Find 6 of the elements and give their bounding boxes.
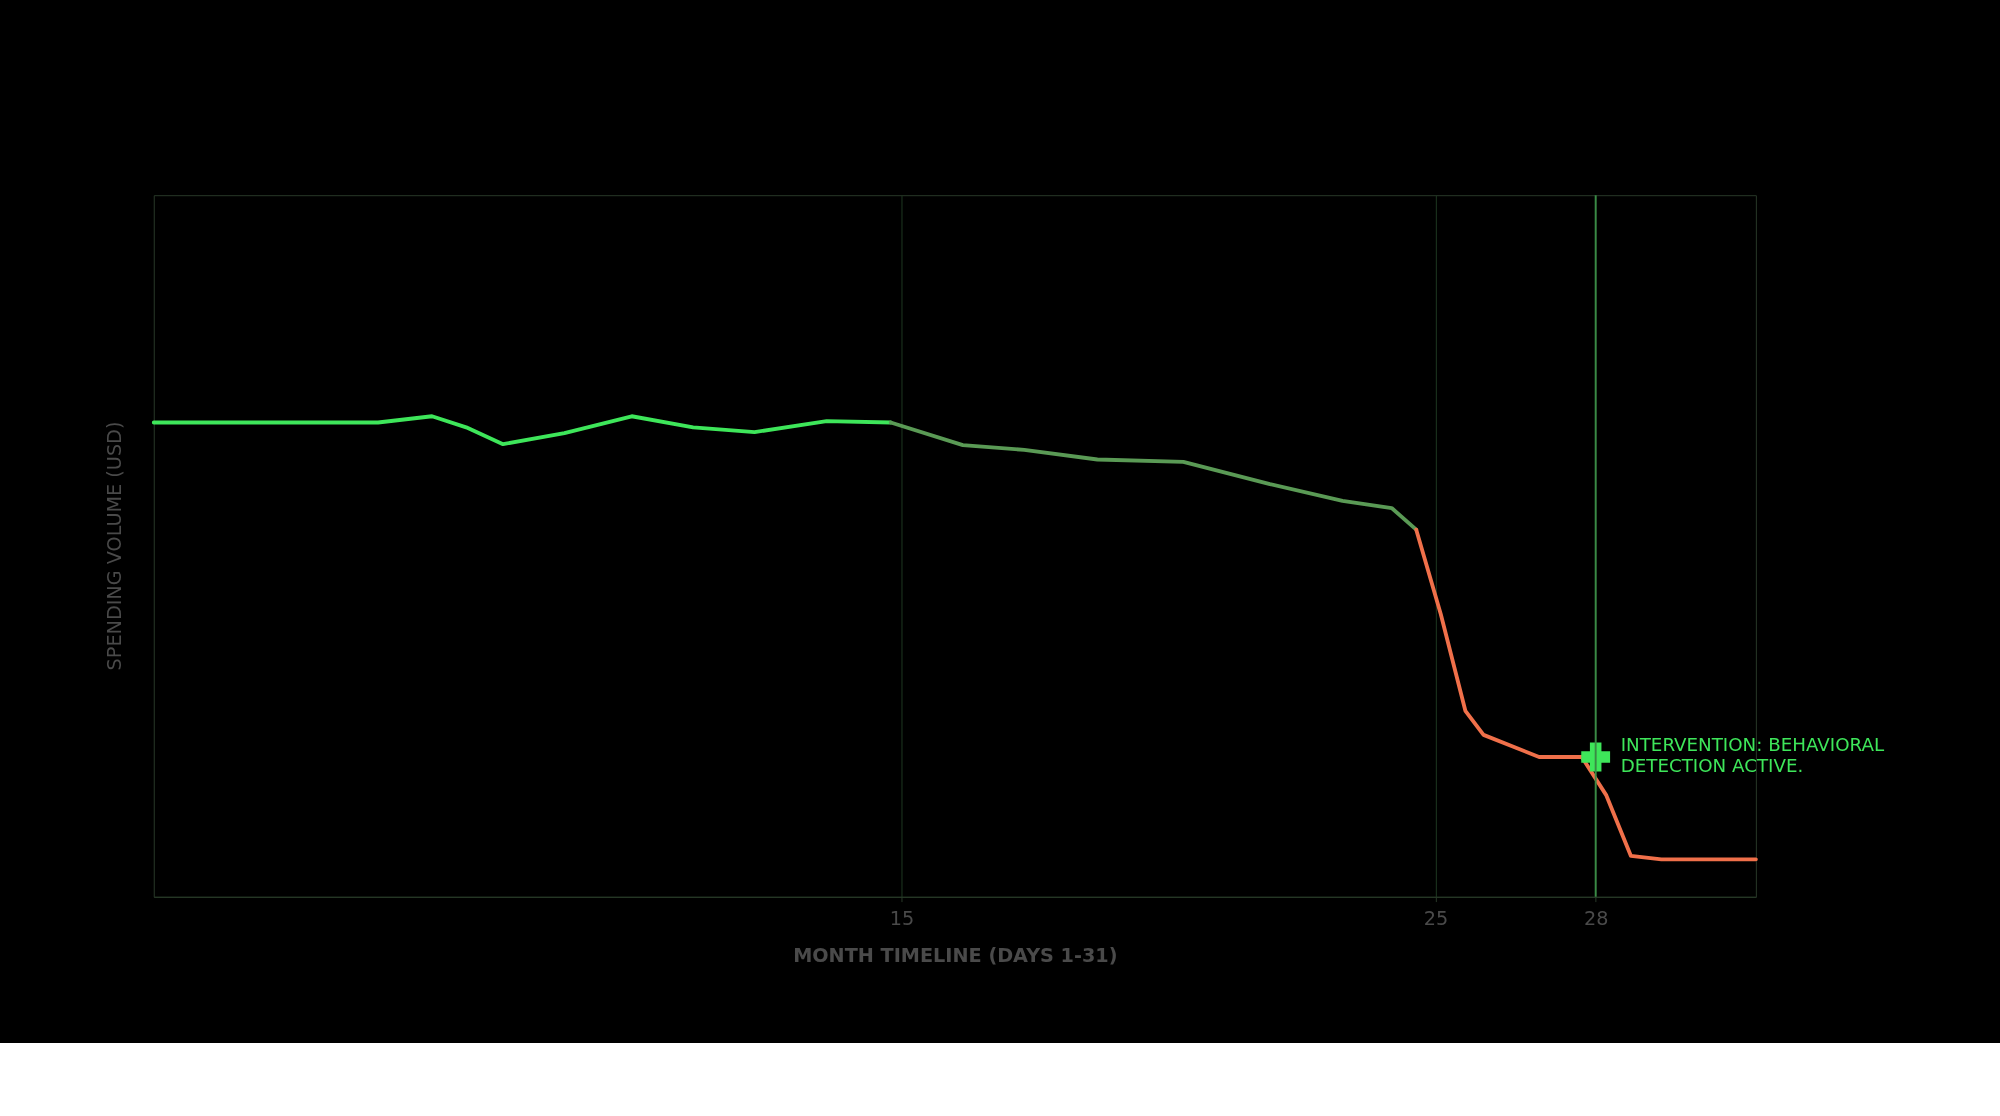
x-tick-label: 25 [1423, 907, 1449, 931]
annotation: INTERVENTION: BEHAVIORAL DETECTION ACTIVE. [1620, 734, 1885, 777]
x-tick-label: 28 [1583, 907, 1609, 931]
x-tick-label: 15 [889, 907, 915, 931]
y-axis-title: SPENDING VOLUME (USD) [103, 421, 127, 671]
x-axis-title: MONTH TIMELINE (DAYS 1-31) [793, 943, 1118, 967]
